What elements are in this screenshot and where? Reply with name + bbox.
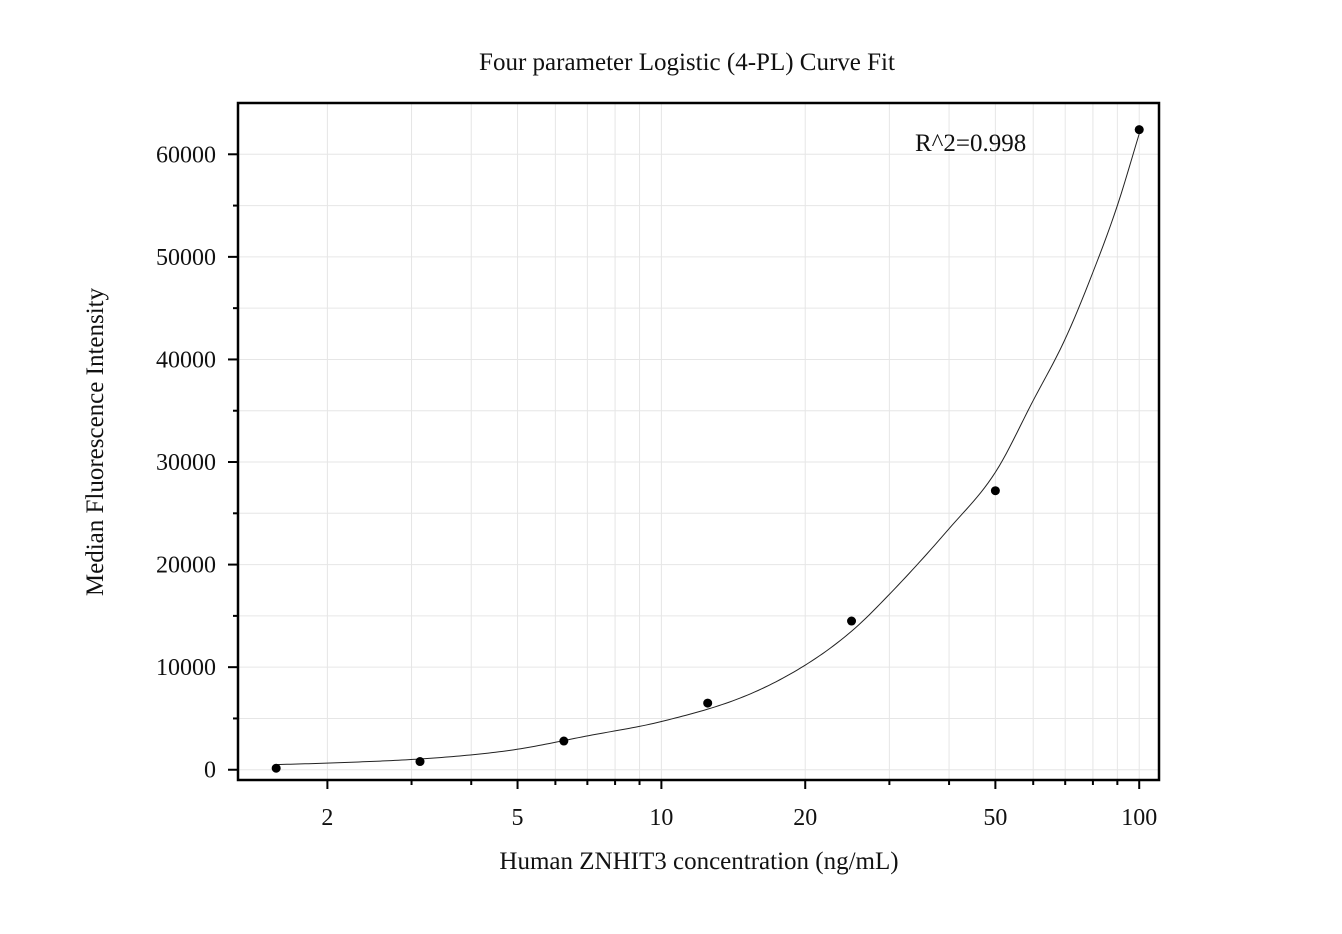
data-point [1134,125,1144,135]
grid-lines [238,103,1159,780]
data-point [271,763,281,773]
y-axis-label: Median Fluorescence Intensity [82,287,109,596]
x-tick-label: 50 [983,805,1007,831]
y-tick-label: 30000 [156,450,216,476]
fit-curve-layer [276,133,1140,766]
y-tick-label: 0 [204,758,216,784]
x-tick-label: 10 [649,805,673,831]
data-point [990,486,1000,496]
axis-ticks [228,153,1141,789]
chart-title: Four parameter Logistic (4-PL) Curve Fit [479,49,895,76]
y-tick-label: 60000 [156,142,216,168]
x-tick-label: 5 [512,805,524,831]
data-point [559,736,569,746]
x-tick-label: 100 [1121,805,1157,831]
y-tick-label: 10000 [156,655,216,681]
data-point [847,616,857,626]
x-tick-label: 2 [321,805,333,831]
fit-curve-line [276,133,1140,766]
r-squared-annotation: R^2=0.998 [915,130,1026,157]
data-points-layer [271,125,1144,773]
tick-labels: 2 5 10 20 50 100 0 10000 20000 30000 40000 50000 600… [156,142,1157,831]
y-tick-label: 20000 [156,553,216,579]
x-tick-label: 20 [793,805,817,831]
data-point [415,757,425,767]
y-tick-label: 40000 [156,347,216,373]
x-axis-label: Human ZNHIT3 concentration (ng/mL) [499,848,898,875]
y-tick-label: 50000 [156,245,216,271]
plot-frame [236,101,1161,782]
data-point [703,698,713,708]
